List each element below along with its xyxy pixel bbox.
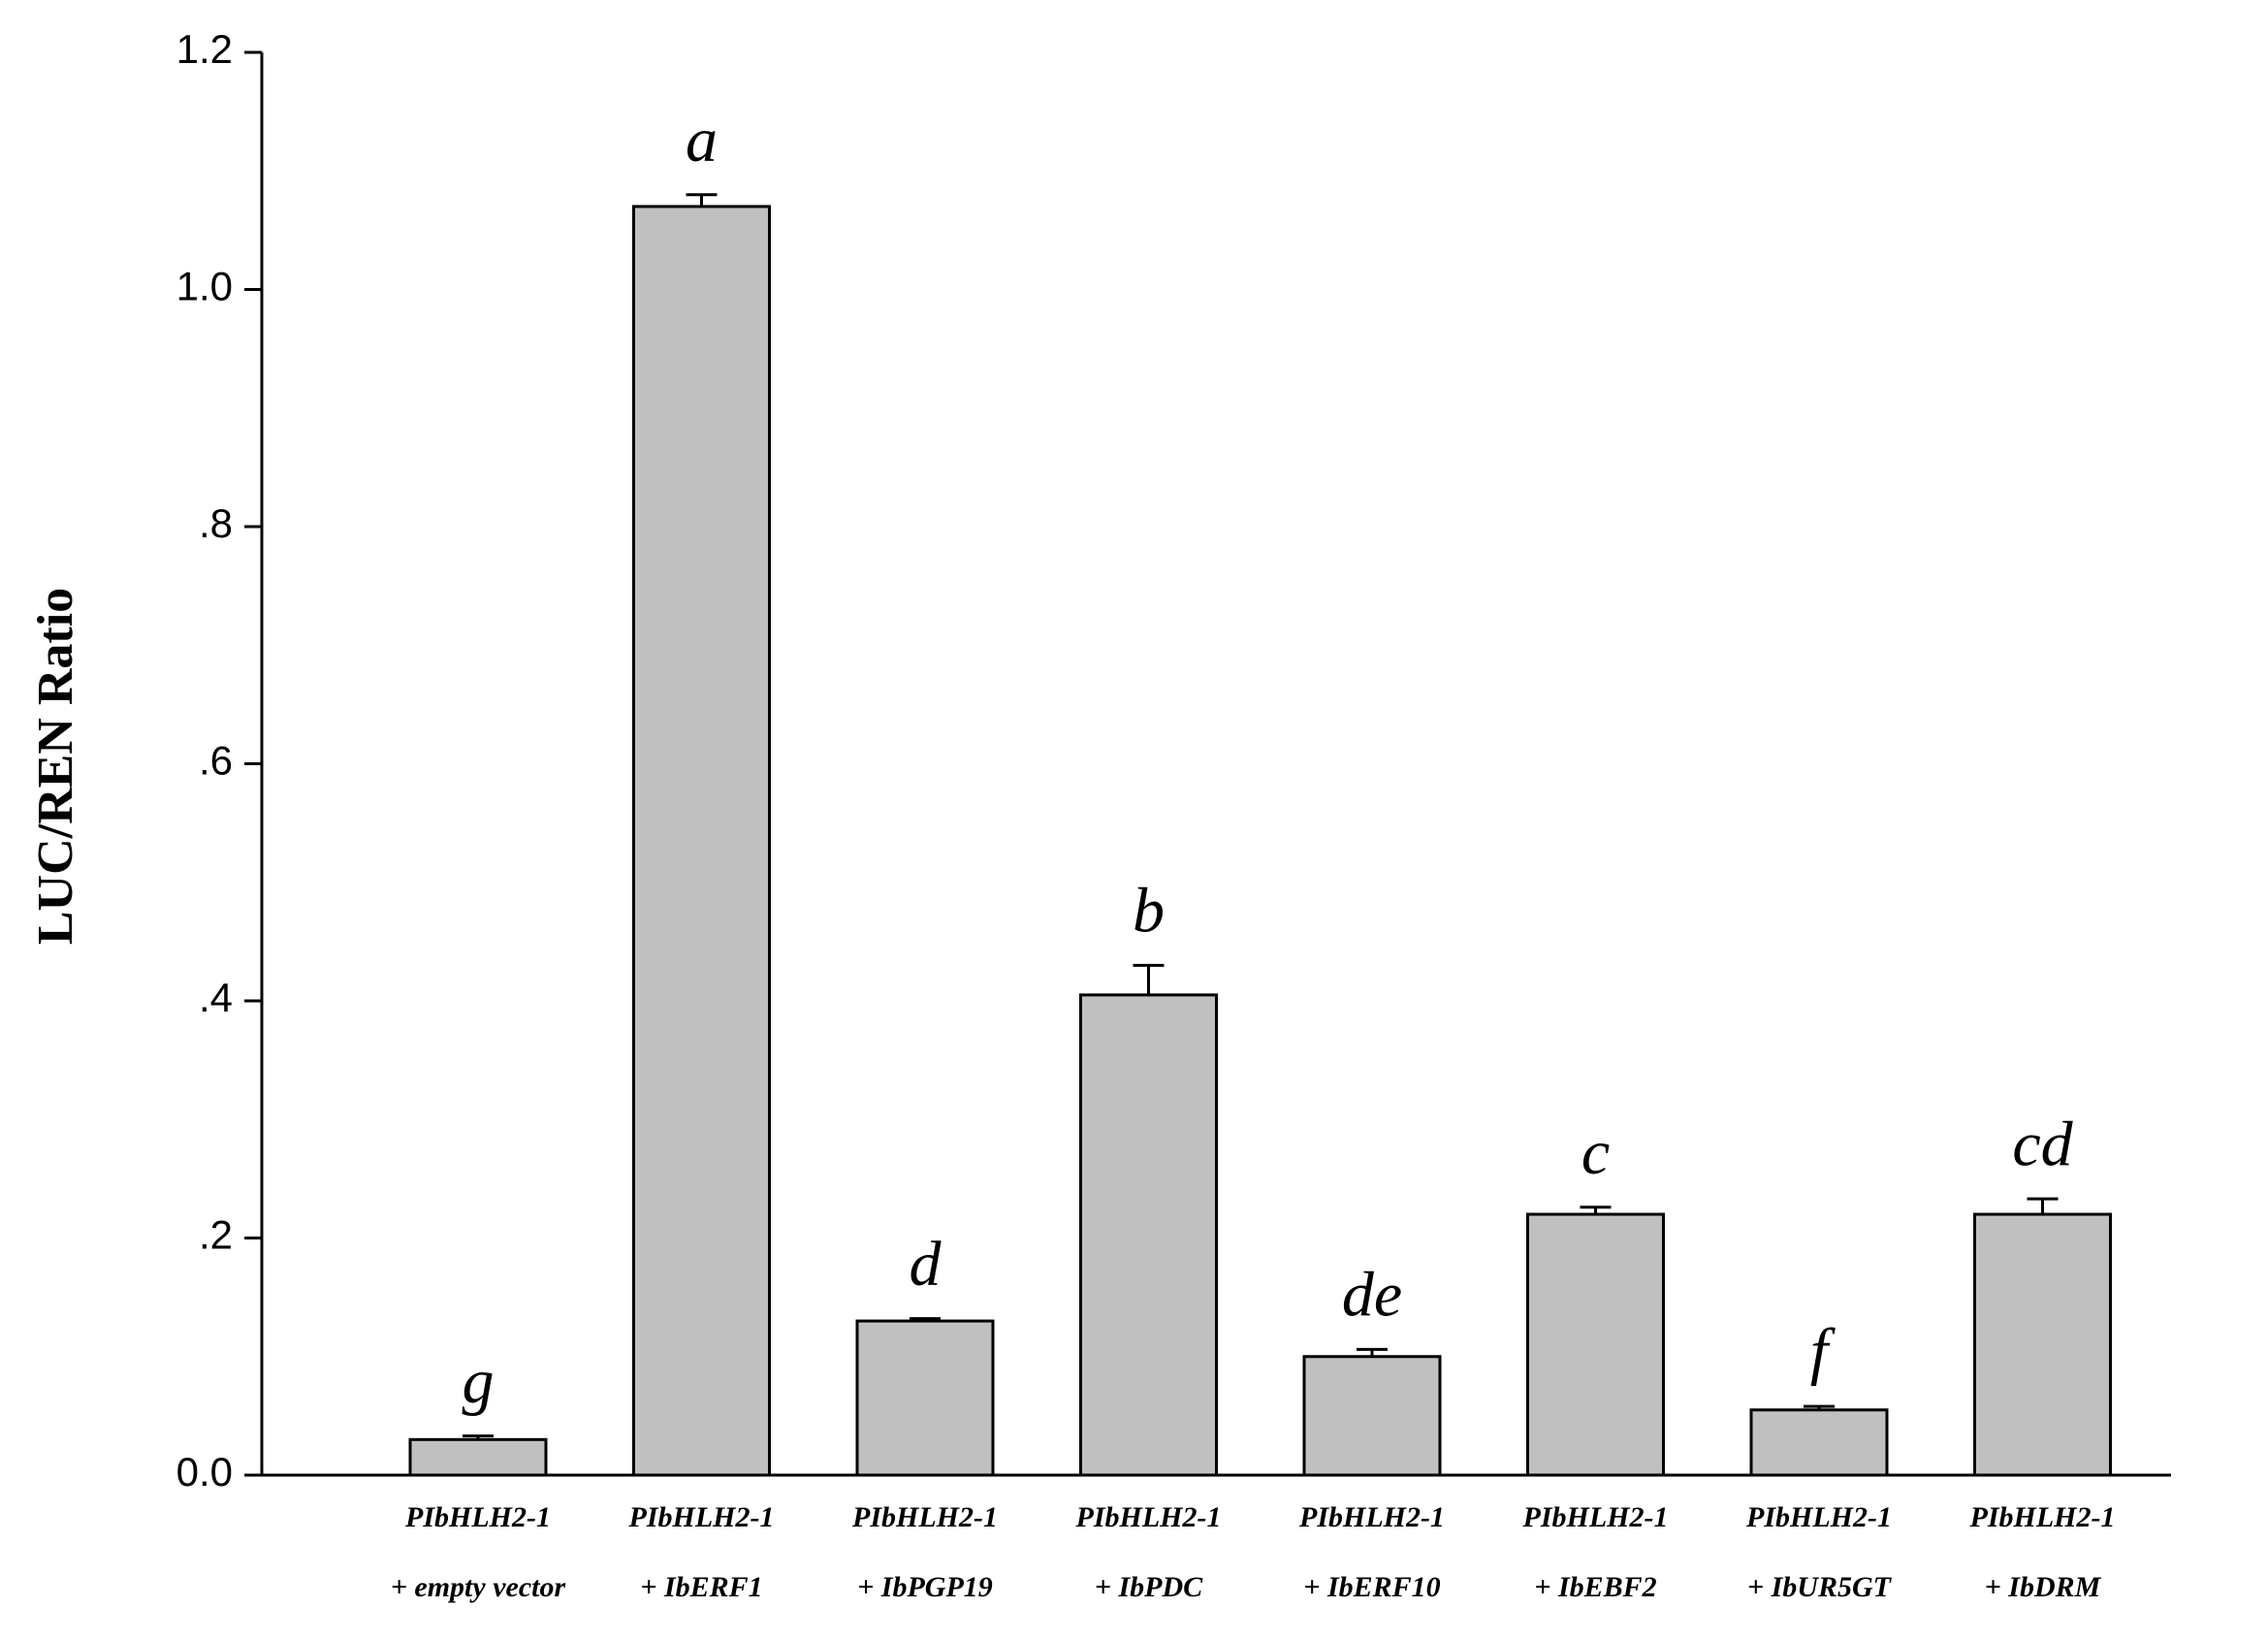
annotation: cd — [2012, 1109, 2073, 1179]
annotation: b — [1133, 875, 1165, 946]
y-tick-label: 1.0 — [176, 264, 233, 309]
bar — [1302, 1355, 1442, 1477]
bar — [1079, 993, 1218, 1477]
annotation: d — [910, 1229, 942, 1300]
x-tick-label: + IbERF1 — [640, 1571, 762, 1603]
x-tick-label: + IbDRM — [1985, 1571, 2102, 1603]
bar — [408, 1437, 548, 1477]
y-tick-label: .6 — [199, 738, 233, 784]
bar — [855, 1319, 995, 1477]
y-tick-label: .4 — [199, 975, 233, 1020]
x-tick-label: PIbHLH2-1 — [404, 1501, 551, 1533]
x-tick-label: PIbHLH2-1 — [1745, 1501, 1892, 1533]
annotation: c — [1581, 1117, 1610, 1188]
bar — [1749, 1408, 1889, 1477]
bar — [1526, 1212, 1665, 1477]
x-tick-label: + IbEBF2 — [1534, 1571, 1656, 1603]
y-tick-label: .2 — [199, 1212, 233, 1258]
annotation: g — [463, 1346, 495, 1417]
annotation: de — [1342, 1260, 1402, 1331]
x-tick-label: PIbHLH2-1 — [1075, 1501, 1222, 1533]
x-tick-label: PIbHLH2-1 — [628, 1501, 775, 1533]
x-tick-label: + IbERF10 — [1303, 1571, 1440, 1603]
y-axis-label: LUC/REN Ratio — [28, 588, 83, 945]
y-tick-label: .8 — [199, 500, 233, 546]
x-tick-label: PIbHLH2-1 — [1298, 1501, 1445, 1533]
x-tick-label: PIbHLH2-1 — [1969, 1501, 2116, 1533]
annotation: a — [686, 105, 718, 176]
x-tick-label: + IbUR5GT — [1747, 1571, 1893, 1603]
x-tick-label: + empty vector — [391, 1571, 566, 1603]
x-tick-label: + IbPGP19 — [857, 1571, 993, 1603]
annotation: f — [1810, 1316, 1836, 1387]
bar — [1973, 1212, 2112, 1477]
x-tick-label: PIbHLH2-1 — [1522, 1501, 1669, 1533]
x-tick-label: PIbHLH2-1 — [851, 1501, 998, 1533]
y-tick-label: 1.2 — [176, 26, 233, 72]
y-tick-label: 0.0 — [176, 1449, 233, 1495]
bar — [632, 205, 771, 1477]
x-tick-label: + IbPDC — [1095, 1571, 1203, 1603]
